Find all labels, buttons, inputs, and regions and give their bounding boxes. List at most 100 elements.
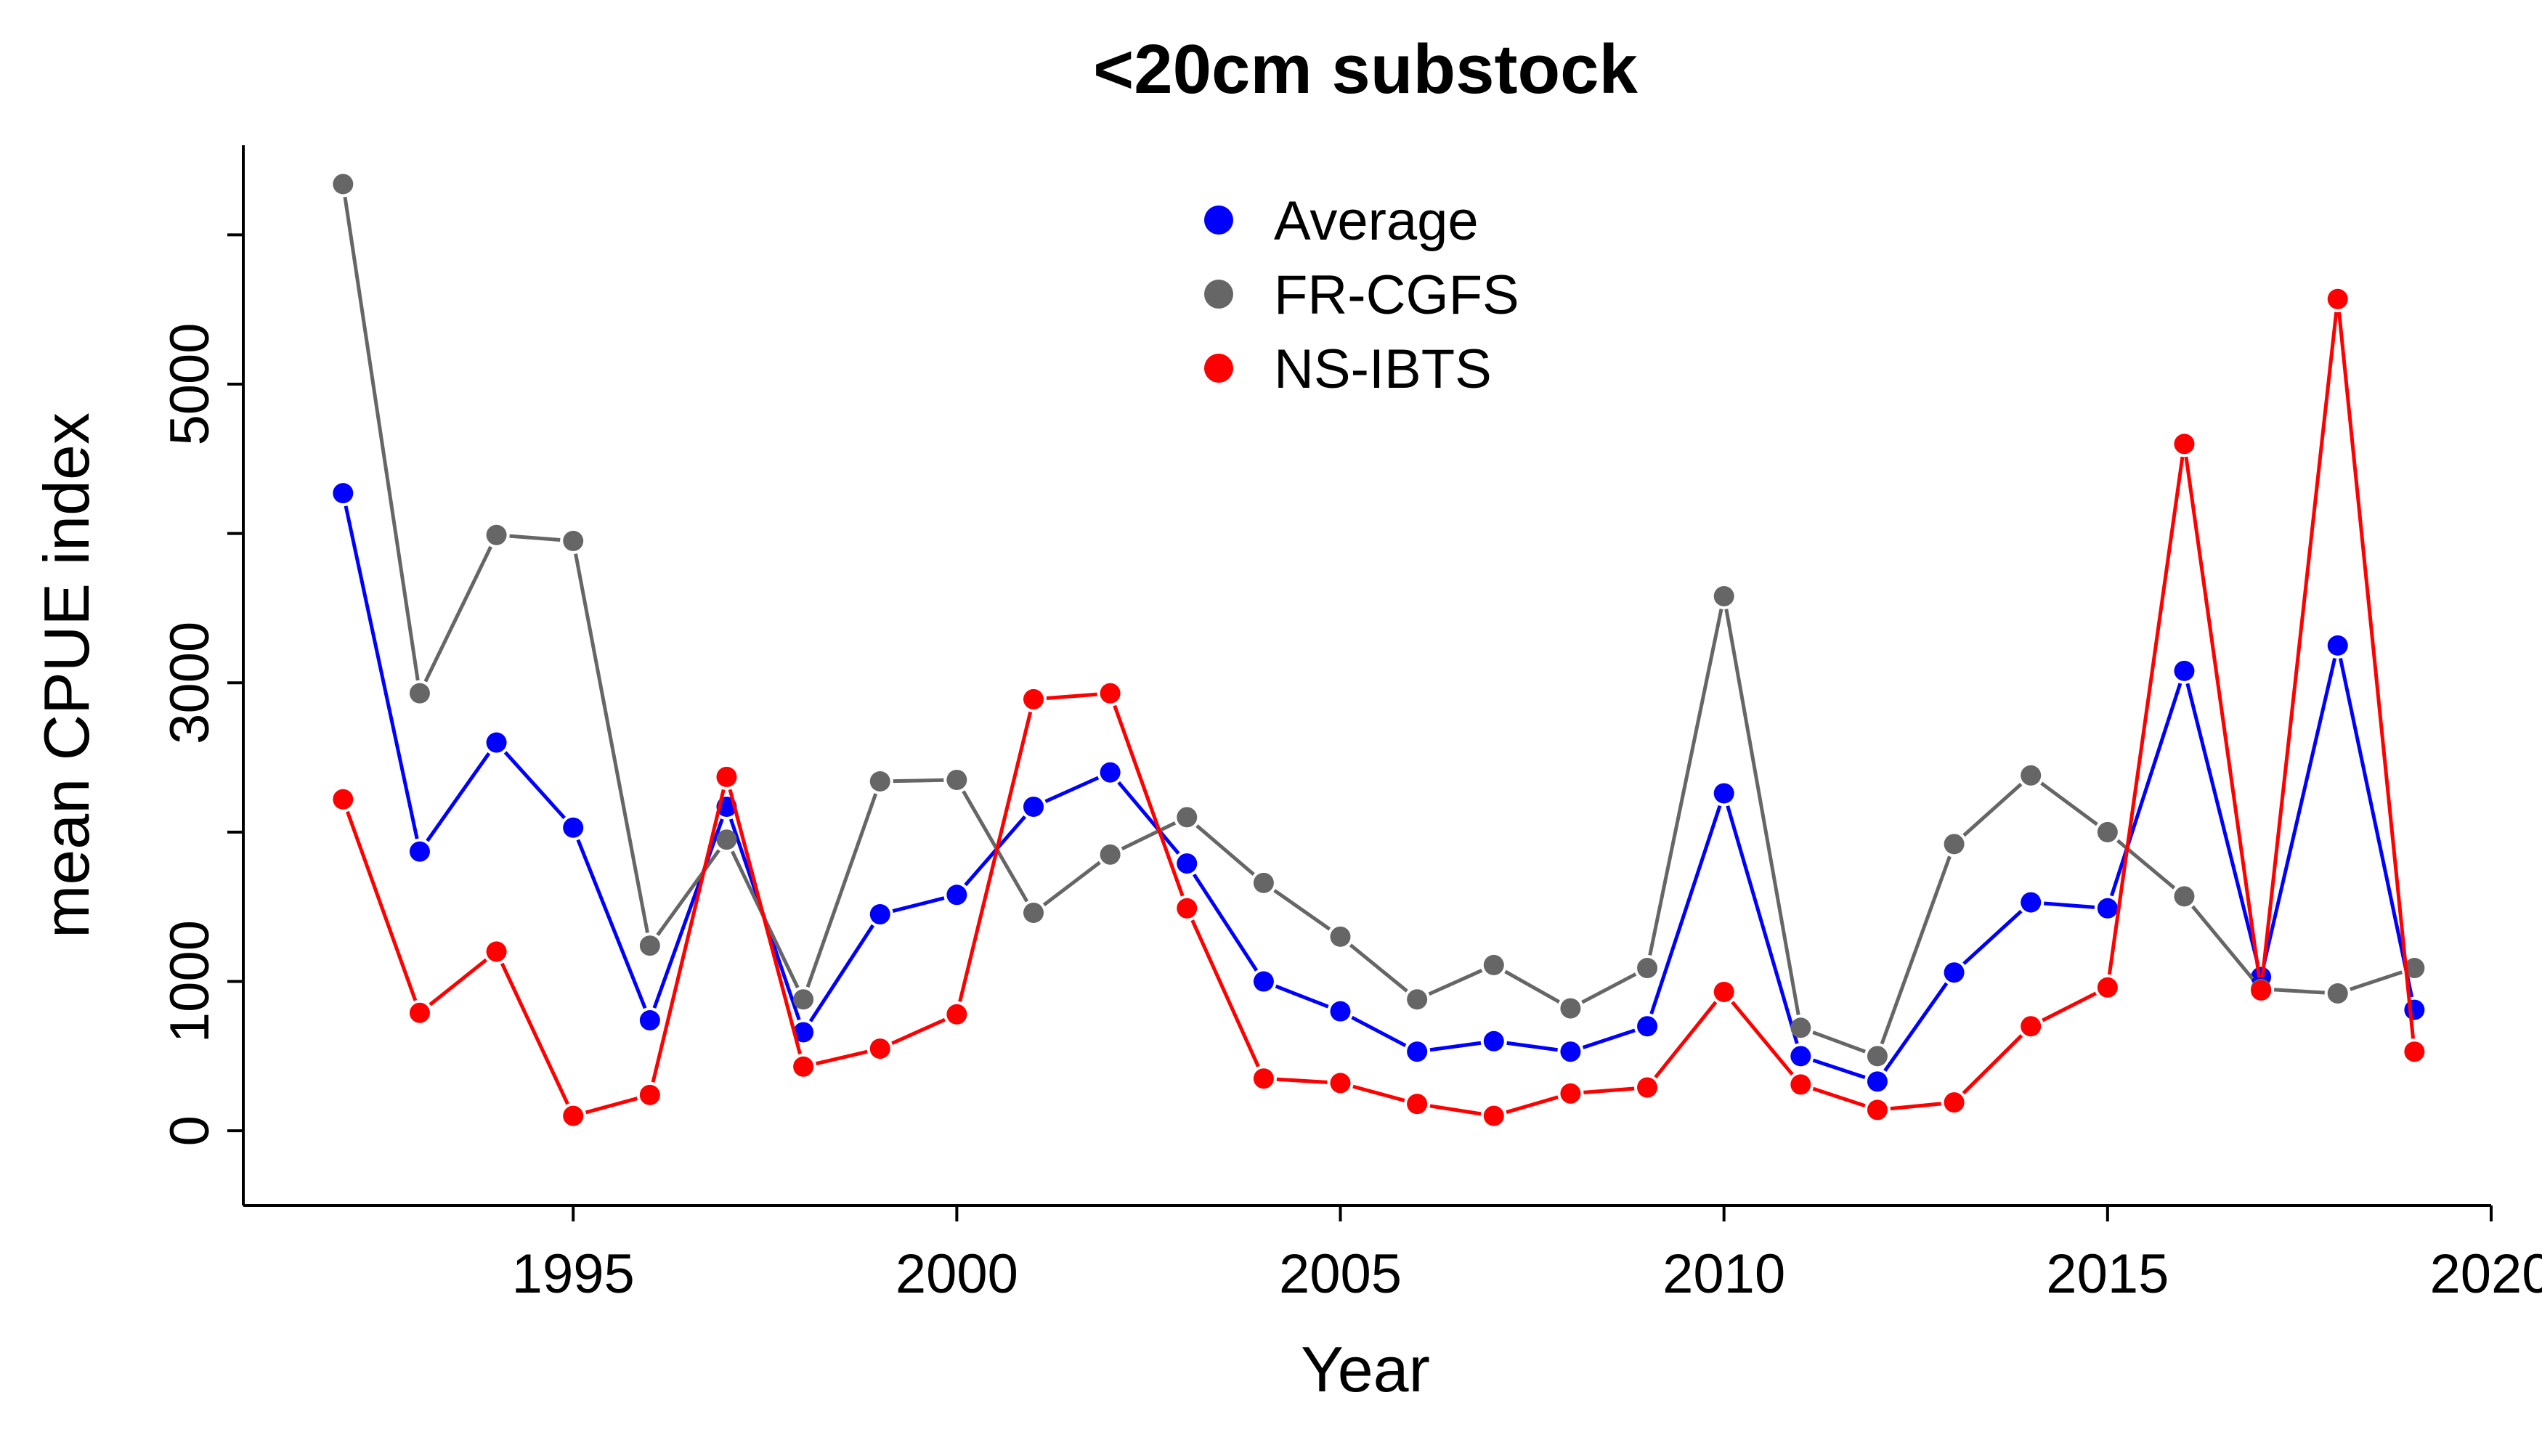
- data-point: [869, 1038, 890, 1060]
- series-line-segment: [652, 818, 724, 1009]
- data-point: [1560, 1041, 1581, 1062]
- data-point: [793, 989, 814, 1010]
- series-line-segment: [1190, 919, 1260, 1067]
- series-line-segment: [2184, 456, 2262, 978]
- data-point: [1713, 981, 1734, 1002]
- data-point: [869, 771, 890, 792]
- series-line-segment: [503, 751, 567, 820]
- series-line-segment: [1273, 889, 1331, 931]
- data-point: [486, 524, 507, 545]
- data-point: [2174, 886, 2195, 907]
- series-line-segment: [1275, 984, 1329, 1009]
- series-line-segment: [728, 789, 802, 1055]
- series-line-segment: [1812, 1030, 1866, 1054]
- data-point: [563, 530, 584, 551]
- data-point: [409, 683, 430, 704]
- series-line-segment: [1046, 692, 1097, 700]
- series-line-segment: [1583, 1086, 1635, 1094]
- series-line-segment: [2337, 312, 2416, 1039]
- data-point: [1407, 1041, 1428, 1062]
- series-line-segment: [893, 778, 944, 784]
- series-line-segment: [1812, 1058, 1866, 1080]
- series-line-segment: [346, 810, 418, 1001]
- series-line-segment: [1121, 821, 1177, 851]
- series-line-segment: [1582, 1028, 1636, 1049]
- legend-marker: [1204, 280, 1233, 309]
- data-point: [2021, 765, 2042, 786]
- data-point: [1944, 962, 1965, 983]
- data-point: [2174, 660, 2195, 681]
- data-point: [1637, 1016, 1658, 1037]
- data-point: [1253, 1068, 1274, 1089]
- data-point: [716, 766, 737, 787]
- data-point: [716, 829, 737, 850]
- x-tick-label: 2005: [1279, 1243, 1402, 1305]
- data-point: [1713, 783, 1734, 804]
- data-point: [946, 884, 967, 906]
- series-line-segment: [2107, 456, 2185, 975]
- series-line-segment: [651, 789, 726, 1083]
- series-line-segment: [509, 534, 561, 542]
- data-point: [486, 941, 507, 962]
- series-line-segment: [808, 924, 875, 1022]
- data-point: [333, 174, 354, 195]
- series-line-segment: [1654, 1001, 1718, 1079]
- data-point: [1100, 683, 1121, 704]
- data-point: [793, 1056, 814, 1077]
- series-line-segment: [805, 793, 878, 988]
- x-tick-label: 2015: [2046, 1243, 2169, 1305]
- data-point: [409, 841, 430, 862]
- data-point: [1023, 796, 1044, 817]
- y-tick-label: 1000: [159, 920, 221, 1043]
- data-point: [1867, 1099, 1888, 1121]
- data-point: [1253, 872, 1274, 893]
- series-line-segment: [1349, 943, 1408, 993]
- data-point: [1023, 902, 1044, 923]
- series-layer: [333, 174, 2425, 1126]
- data-point: [1330, 926, 1351, 947]
- y-axis-label: mean CPUE index: [31, 412, 102, 938]
- series-line-segment: [1428, 969, 1483, 996]
- data-point: [2327, 635, 2348, 656]
- series-line-segment: [1581, 972, 1637, 1004]
- data-point: [1177, 853, 1198, 874]
- data-point: [946, 1004, 967, 1025]
- chart-title: <20cm substock: [1093, 30, 1638, 108]
- data-point: [1867, 1071, 1888, 1092]
- series-line-segment: [500, 962, 569, 1105]
- data-point: [2097, 977, 2118, 998]
- series-line-segment: [2185, 683, 2260, 965]
- series-line-segment: [426, 752, 491, 842]
- y-tick-label: 3000: [159, 622, 221, 744]
- x-tick-label: 1995: [512, 1243, 635, 1305]
- data-point: [486, 732, 507, 753]
- series-line-segment: [2191, 905, 2254, 980]
- series-line-segment: [2338, 657, 2414, 998]
- data-point: [1713, 586, 1734, 607]
- data-point: [869, 904, 890, 925]
- data-point: [1560, 1083, 1581, 1104]
- data-point: [333, 483, 354, 504]
- data-point: [639, 935, 660, 956]
- series-line-segment: [2260, 312, 2339, 978]
- legend-label: Average: [1274, 190, 1479, 252]
- data-point: [1637, 1077, 1658, 1098]
- series-line-segment: [1351, 1015, 1407, 1048]
- series-line-segment: [1812, 1086, 1866, 1108]
- data-point: [563, 1105, 584, 1126]
- series-line-segment: [2109, 683, 2182, 897]
- data-point: [2404, 1041, 2425, 1062]
- series-fr-cgfs: [333, 174, 2425, 1067]
- data-point: [1100, 844, 1121, 865]
- series-line-segment: [1506, 1095, 1559, 1114]
- x-axis-label: Year: [1301, 1333, 1430, 1405]
- series-line-segment: [1195, 824, 1255, 877]
- series-line-segment: [2040, 781, 2098, 826]
- series-line-segment: [2043, 901, 2095, 909]
- data-point: [639, 1084, 660, 1105]
- data-point: [1253, 971, 1274, 992]
- series-line-segment: [1962, 1034, 2023, 1095]
- series-line-segment: [1880, 855, 1952, 1045]
- data-point: [1560, 998, 1581, 1019]
